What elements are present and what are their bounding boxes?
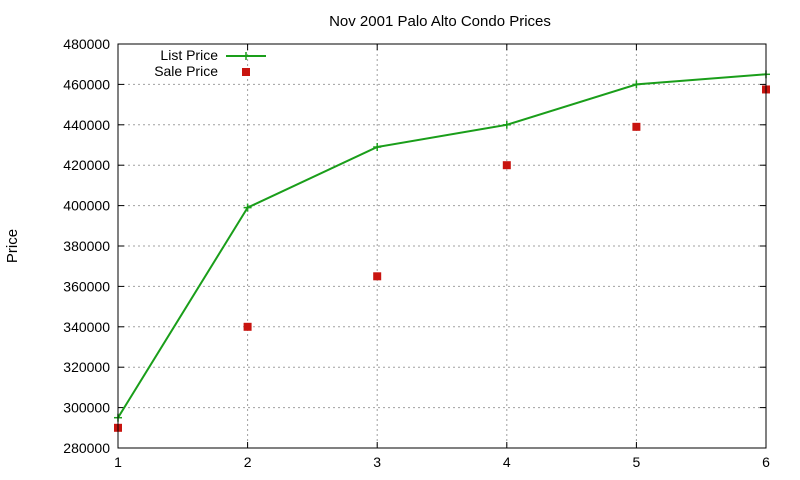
y-tick-label: 280000 (63, 440, 110, 456)
legend: List Price Sale Price (154, 47, 266, 79)
y-tick-label: 300000 (63, 400, 110, 416)
x-tick-label: 2 (244, 454, 252, 470)
x-tick-label: 6 (762, 454, 770, 470)
legend-label-sale-price: Sale Price (154, 63, 218, 79)
y-tick-label: 460000 (63, 76, 110, 92)
y-tick-label: 340000 (63, 319, 110, 335)
chart-title: Nov 2001 Palo Alto Condo Prices (329, 13, 551, 30)
y-tick-label: 380000 (63, 238, 110, 254)
list-price-point (502, 120, 511, 129)
y-tick-label: 400000 (63, 198, 110, 214)
series-layer (114, 70, 770, 432)
sale-price-point (502, 161, 511, 170)
y-tick-label: 440000 (63, 117, 110, 133)
y-tick-label: 320000 (63, 359, 110, 375)
series-line-list-price (117, 73, 767, 419)
legend-marker-sale-price (242, 68, 250, 76)
y-tick-label: 360000 (63, 278, 110, 294)
list-price-point (243, 203, 252, 212)
x-tick-label: 4 (503, 454, 511, 470)
legend-square-marker (242, 68, 250, 76)
list-price-point (632, 80, 641, 89)
sale-price-point (373, 272, 382, 281)
x-tick-labels: 1 2 3 4 5 6 (114, 454, 770, 470)
plot-frame (117, 43, 767, 449)
y-tick-labels: 280000 300000 320000 340000 360000 380000 4000… (63, 36, 110, 456)
sale-price-point (632, 122, 641, 131)
y-tick-label: 420000 (63, 157, 110, 173)
y-tick-label: 480000 (63, 36, 110, 52)
legend-marker-list-price (242, 52, 250, 60)
legend-label-list-price: List Price (160, 47, 218, 63)
sale-price-point (243, 322, 252, 331)
list-price-point (373, 143, 382, 152)
x-tick-label: 3 (373, 454, 381, 470)
legend-plus-marker (242, 52, 250, 60)
grid-lines (118, 44, 766, 448)
x-tick-label: 1 (114, 454, 122, 470)
y-axis-label: Price (4, 229, 21, 263)
x-tick-label: 5 (633, 454, 641, 470)
